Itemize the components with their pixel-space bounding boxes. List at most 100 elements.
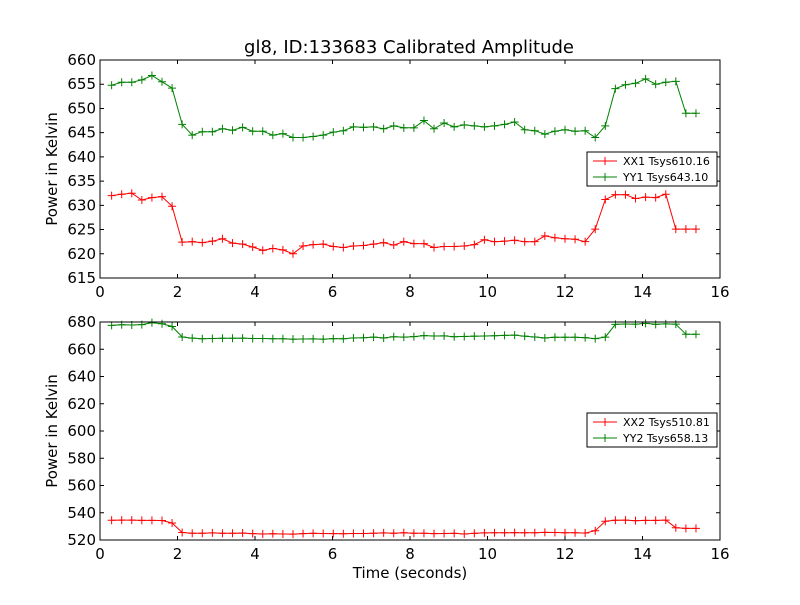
data-point <box>550 127 559 136</box>
y-tick-label: 520 <box>67 531 96 549</box>
data-point <box>288 335 297 344</box>
data-point <box>359 241 368 250</box>
y-tick-label: 580 <box>67 449 96 467</box>
data-point <box>288 249 297 258</box>
data-point <box>500 120 509 129</box>
y-tick-label: 560 <box>67 477 96 495</box>
data-point <box>591 225 600 234</box>
data-point <box>631 194 640 203</box>
legend-marker <box>601 418 609 426</box>
data-point <box>268 131 277 140</box>
y-tick-label: 650 <box>67 99 96 117</box>
data-point <box>238 123 247 132</box>
data-point <box>450 122 459 131</box>
data-point <box>430 243 439 252</box>
legend-marker <box>601 157 609 165</box>
data-point <box>359 529 368 538</box>
legend-marker <box>601 434 609 442</box>
data-point <box>168 322 177 331</box>
data-point <box>571 528 580 537</box>
data-point <box>309 132 318 141</box>
data-point <box>409 529 418 538</box>
data-point <box>581 529 590 538</box>
data-point <box>550 333 559 342</box>
data-point <box>168 84 177 93</box>
data-point <box>299 529 308 538</box>
data-point <box>681 225 690 234</box>
data-point <box>238 334 247 343</box>
data-point <box>147 516 156 525</box>
data-point <box>500 331 509 340</box>
legend: XX2 Tsys510.81 YY2 Tsys658.13 <box>586 412 718 448</box>
data-point <box>540 231 549 240</box>
data-point <box>550 528 559 537</box>
data-point <box>248 334 257 343</box>
data-point <box>419 529 428 538</box>
data-point <box>651 80 660 89</box>
data-point <box>681 109 690 118</box>
x-tick-label: 14 <box>633 283 652 301</box>
data-point <box>540 333 549 342</box>
y-tick-label: 645 <box>67 124 96 142</box>
data-point <box>661 190 670 199</box>
legend-label: XX1 Tsys610.16 <box>623 155 710 168</box>
data-point <box>571 235 580 244</box>
data-point <box>379 124 388 133</box>
data-point <box>168 202 177 211</box>
data-point <box>158 77 166 86</box>
data-point <box>127 189 136 198</box>
x-tick-label: 12 <box>555 283 574 301</box>
data-point <box>349 122 358 131</box>
data-point <box>550 233 559 242</box>
data-point <box>319 335 328 344</box>
x-tick-label: 4 <box>250 283 260 301</box>
data-point <box>460 530 469 539</box>
y-tick-label: 655 <box>67 75 96 93</box>
data-point <box>309 334 318 343</box>
data-point <box>691 524 700 533</box>
data-point <box>198 238 207 247</box>
data-point <box>107 191 116 200</box>
data-point <box>117 78 126 87</box>
x-tick-label: 2 <box>173 545 183 563</box>
data-point <box>581 237 590 246</box>
data-point <box>208 127 217 136</box>
data-point <box>470 121 479 130</box>
y-tick-label: 620 <box>67 395 96 413</box>
x-tick-label: 4 <box>250 545 260 563</box>
data-point <box>268 244 277 253</box>
data-point <box>399 333 408 342</box>
x-axis-label: Time (seconds) <box>352 564 468 582</box>
data-point <box>278 129 287 138</box>
data-point <box>611 516 620 525</box>
data-point <box>359 123 368 132</box>
y-tick-label: 660 <box>67 340 96 358</box>
data-point <box>248 127 257 136</box>
x-tick-label: 12 <box>555 545 574 563</box>
data-point <box>601 195 610 204</box>
series-yy2 <box>107 318 700 344</box>
data-point <box>460 332 469 341</box>
y-tick-label: 540 <box>67 504 96 522</box>
data-point <box>510 118 519 127</box>
data-point <box>561 125 569 134</box>
data-point <box>389 241 398 250</box>
data-point <box>691 330 700 339</box>
data-point <box>530 332 539 341</box>
data-point <box>379 238 388 247</box>
data-point <box>399 237 408 246</box>
data-point <box>510 528 519 537</box>
y-tick-label: 680 <box>67 313 96 331</box>
data-point <box>419 239 428 248</box>
series-yy1 <box>107 71 700 142</box>
data-point <box>339 334 348 343</box>
data-point <box>278 245 287 254</box>
data-point <box>480 122 489 131</box>
data-point <box>500 237 509 246</box>
data-point <box>389 332 398 341</box>
data-point <box>117 190 126 199</box>
data-point <box>107 321 116 330</box>
data-point <box>540 130 549 139</box>
data-point <box>581 126 590 135</box>
